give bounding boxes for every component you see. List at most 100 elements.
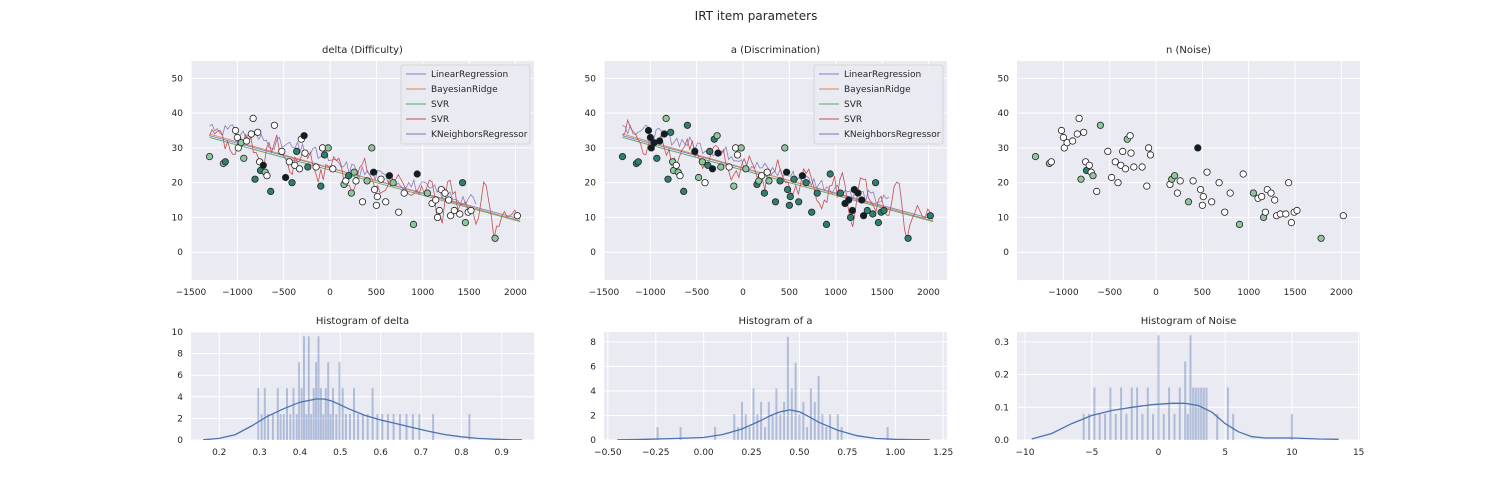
histogram-bar <box>656 427 659 440</box>
y-tick-label: 6 <box>177 371 183 381</box>
scatter-point <box>845 196 853 204</box>
histogram-bar <box>310 414 313 440</box>
histogram-bar <box>1125 413 1128 440</box>
histogram-bar <box>312 388 315 440</box>
scatter-point <box>1267 189 1275 197</box>
x-tick-label: −1000 <box>635 288 666 298</box>
scatter-point <box>221 158 229 166</box>
scatter-point <box>295 165 304 173</box>
scatter-point <box>781 144 789 152</box>
histogram-bar <box>786 336 789 440</box>
histogram-bar <box>307 336 310 440</box>
scatter-point <box>730 182 738 190</box>
scatter-point <box>1173 189 1182 197</box>
x-tick-label: 0 <box>740 288 746 298</box>
scatter-point <box>760 189 769 197</box>
histogram-bar <box>344 414 347 440</box>
histogram-bar <box>260 414 263 440</box>
scatter-point <box>786 193 794 201</box>
x-tick-label: 1500 <box>1284 288 1307 298</box>
legend-label: SVR <box>844 115 862 125</box>
histogram-bar <box>1093 387 1096 440</box>
x-tick-label: 0.8 <box>454 448 469 458</box>
scatter-point <box>1285 179 1293 187</box>
x-tick-label: 1000 <box>411 288 434 298</box>
scatter-point <box>859 212 868 220</box>
scatter-point <box>706 147 714 155</box>
x-tick-label: 500 <box>1194 288 1211 298</box>
histogram-bar <box>783 402 786 440</box>
scatter-point <box>1138 163 1146 171</box>
scatter-point <box>1057 126 1066 135</box>
y-tick-label: 50 <box>172 74 184 84</box>
x-tick-label: −500 <box>684 288 709 298</box>
histogram-bar <box>764 427 766 440</box>
scatter-point <box>1080 128 1088 136</box>
plot-area <box>191 332 534 440</box>
histogram-bar <box>357 414 360 440</box>
scatter-point <box>358 198 367 206</box>
scatter-point <box>1111 158 1119 166</box>
histogram-bar <box>756 414 759 440</box>
scatter-point <box>278 147 286 155</box>
scatter-point <box>660 130 668 138</box>
histogram-bar <box>329 414 332 440</box>
legend-label: BayesianRidge <box>431 85 498 95</box>
histogram-bar <box>1232 413 1235 440</box>
scatter-point <box>1117 161 1125 169</box>
scatter-point <box>826 170 834 178</box>
legend-label: SVR <box>431 100 449 110</box>
scatter-point <box>1239 170 1247 178</box>
scatter-point <box>435 206 443 215</box>
histogram-bar <box>1120 387 1123 440</box>
scatter-point <box>389 179 397 187</box>
scatter-point <box>231 126 240 135</box>
scatter-point <box>409 220 418 228</box>
scatter-point <box>871 179 880 187</box>
chart-panel-2: −1500 −1000 −500 0 500 1000 1500 2000 0 10 20 30 40 5… <box>585 45 947 298</box>
scatter-point <box>1077 175 1085 183</box>
histogram-bar <box>779 414 782 440</box>
y-tick-label: 6 <box>590 362 596 372</box>
x-tick-label: 1.25 <box>933 448 953 458</box>
scatter-point <box>1317 234 1325 242</box>
y-tick-label: 4 <box>177 393 183 403</box>
y-tick-label: 10 <box>172 328 184 338</box>
chart-title: Histogram of Noise <box>1141 316 1237 327</box>
scatter-point <box>1271 196 1279 204</box>
histogram-bar <box>317 336 320 440</box>
scatter-point <box>251 175 259 183</box>
scatter-point <box>1226 189 1234 197</box>
histogram-bar <box>298 362 301 440</box>
histogram-bar <box>1082 413 1085 440</box>
histogram-bar <box>267 414 270 440</box>
scatter-point <box>808 208 816 216</box>
chart-panel-5: −0.50 −0.25 0.00 0.25 0.50 0.75 1.00 1.25 0 2 4 6 8 H… <box>590 316 953 458</box>
y-tick-label: 30 <box>998 144 1010 154</box>
histogram-bar <box>1197 387 1200 440</box>
y-tick-label: 30 <box>172 144 184 154</box>
scatter-point <box>1339 212 1347 220</box>
histogram-bar <box>282 414 285 440</box>
x-tick-label: 1.00 <box>885 448 905 458</box>
scatter-point <box>662 114 670 123</box>
histogram-bar <box>1205 387 1208 440</box>
y-tick-label: 30 <box>585 144 597 154</box>
histogram-bar <box>335 414 338 440</box>
scatter-point <box>869 210 877 218</box>
histogram-bar <box>303 336 305 440</box>
y-tick-label: 0.2 <box>995 371 1009 381</box>
scatter-point <box>233 133 241 142</box>
histogram-bar <box>802 402 805 440</box>
x-tick-label: 10 <box>1286 448 1298 458</box>
y-tick-label: 40 <box>585 109 597 119</box>
histogram-bar <box>305 414 308 440</box>
histogram-bar <box>1216 413 1219 440</box>
scatter-point <box>249 114 257 123</box>
chart-title: delta (Difficulty) <box>322 45 403 56</box>
histogram-bar <box>1088 413 1091 440</box>
histogram-bar <box>405 414 408 440</box>
scatter-point <box>1249 189 1258 197</box>
scatter-point <box>863 206 871 215</box>
x-tick-label: 0.3 <box>252 448 266 458</box>
